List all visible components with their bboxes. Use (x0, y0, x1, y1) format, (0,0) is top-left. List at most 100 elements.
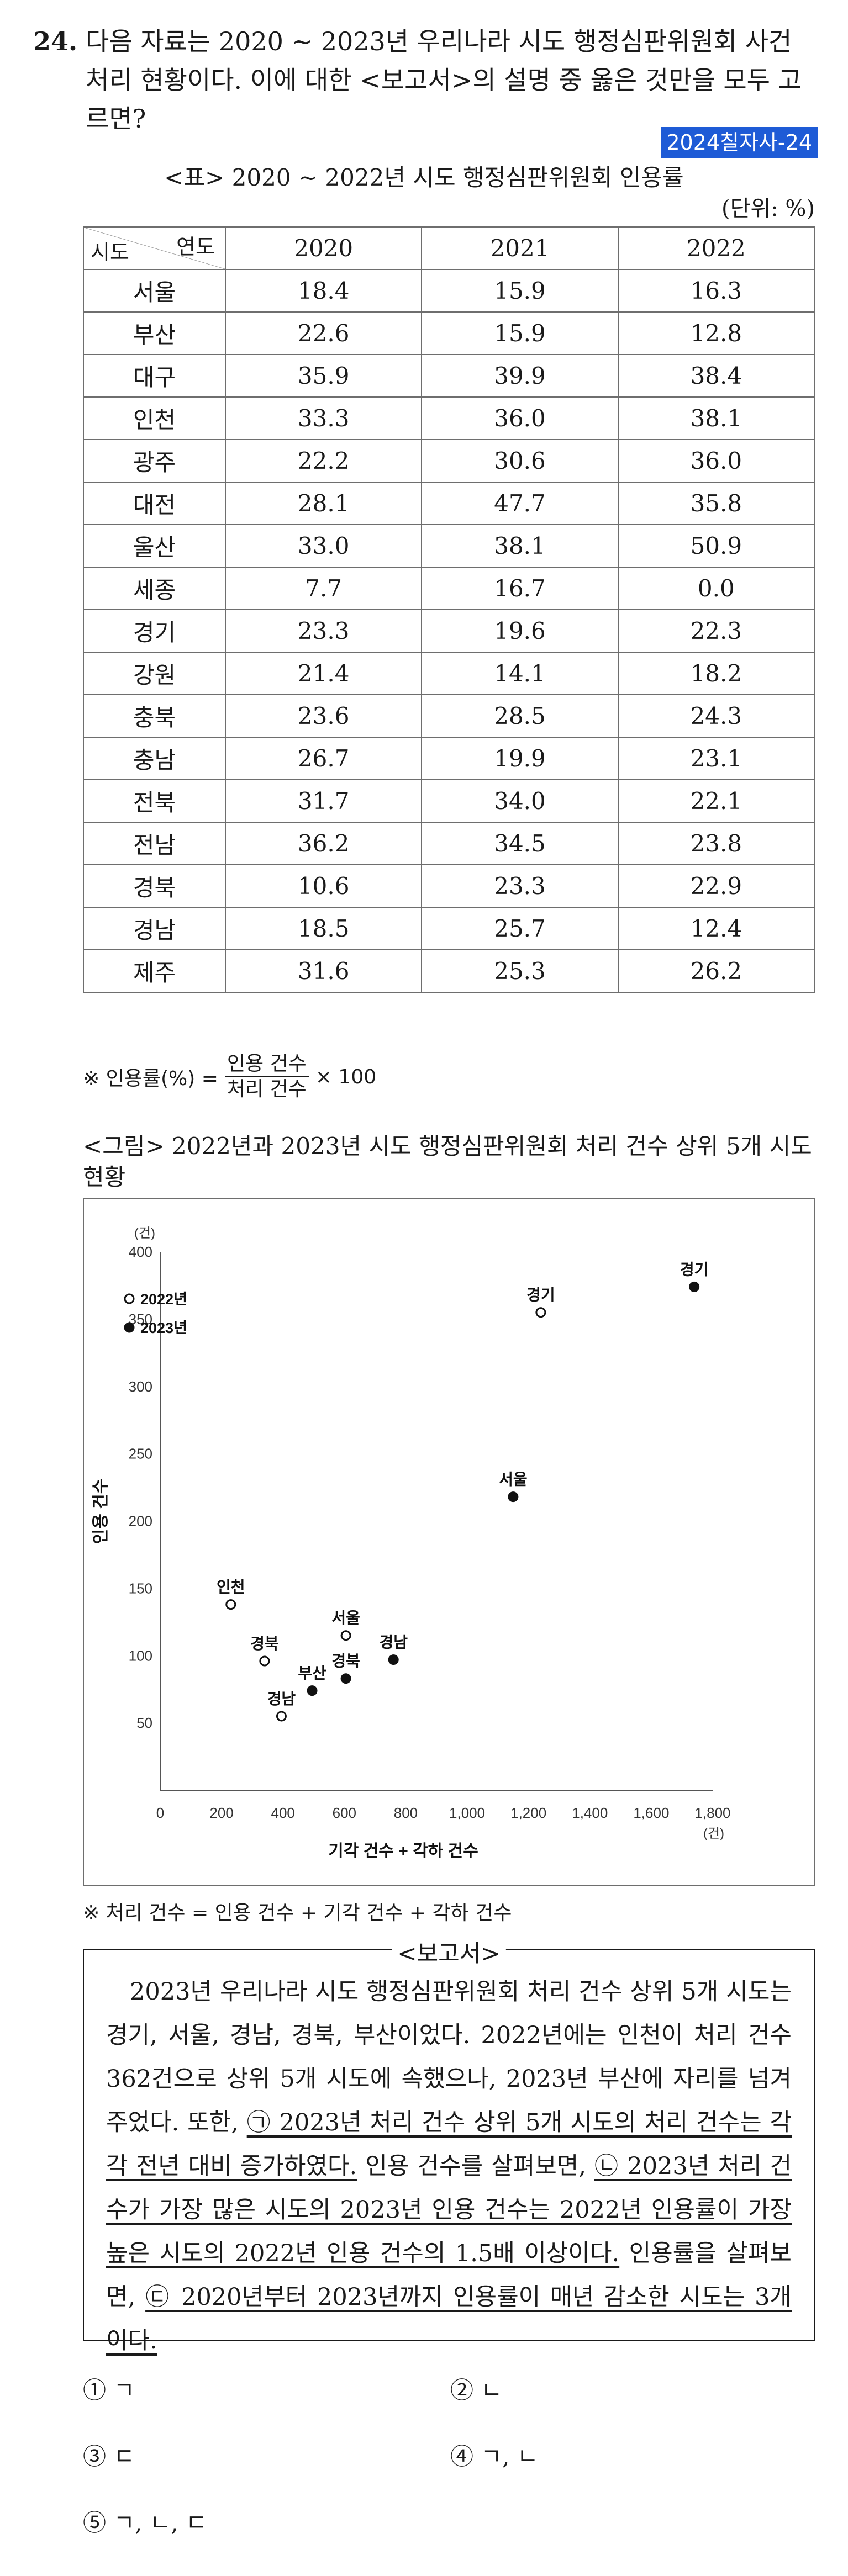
y-tick-label: 300 (129, 1378, 152, 1395)
rate-formula-note: ※ 인용률(%) = 인용 건수 처리 건수 × 100 (83, 1052, 376, 1102)
y-tick-label: 250 (129, 1446, 152, 1462)
x-tick-label: 1,200 (510, 1805, 546, 1821)
legend-label: 2022년 (140, 1291, 187, 1308)
year-header: 2020 (224, 226, 423, 270)
region-cell: 인천 (83, 396, 226, 440)
data-point (259, 1655, 270, 1667)
region-cell: 경북 (83, 864, 226, 908)
rate-cell: 31.7 (224, 779, 423, 823)
rate-cell: 23.3 (421, 864, 619, 908)
y-tick-label: 150 (129, 1580, 152, 1596)
data-point (388, 1654, 399, 1665)
table-row: 인천 33.3 36.0 38.1 (83, 396, 815, 440)
report-statement-a: ㉠ 2023년 처리 건수 상위 5개 시도의 처리 건수는 각각 전년 대비 … (106, 2109, 792, 2180)
region-cell: 강원 (83, 652, 226, 695)
rate-cell: 18.2 (617, 652, 815, 695)
x-tick-label: 1,600 (633, 1805, 669, 1821)
rate-cell: 26.7 (224, 737, 423, 780)
data-point-label: 부산 (298, 1665, 326, 1682)
choice-4[interactable]: ④ ㄱ, ㄴ (450, 2443, 539, 2470)
formula-fraction: 인용 건수 처리 건수 (224, 1052, 309, 1102)
region-cell: 대구 (83, 354, 226, 398)
source-tag: 2024칠자사-24 (661, 127, 818, 158)
region-cell: 대전 (83, 482, 226, 525)
rate-cell: 30.6 (421, 439, 619, 483)
data-point-label: 서울 (331, 1610, 360, 1627)
question-number: 24. (33, 27, 78, 56)
region-cell: 광주 (83, 439, 226, 483)
rate-cell: 18.4 (224, 269, 423, 313)
rate-cell: 38.1 (421, 524, 619, 568)
rate-cell: 38.4 (617, 354, 815, 398)
formula-suffix: × 100 (315, 1065, 377, 1088)
region-cell: 서울 (83, 269, 226, 313)
figure-note: ※ 처리 건수 = 인용 건수 + 기각 건수 + 각하 건수 (83, 1902, 512, 1924)
x-tick-label: 600 (333, 1805, 356, 1821)
table-corner-cell: 시도 연도 (83, 226, 226, 270)
data-point (508, 1491, 519, 1503)
rate-cell: 24.3 (617, 694, 815, 738)
rate-cell: 36.2 (224, 822, 423, 865)
choice-3[interactable]: ③ ㄷ (83, 2443, 135, 2470)
data-point (340, 1673, 351, 1684)
x-unit-label: (건) (703, 1826, 724, 1841)
rate-cell: 10.6 (224, 864, 423, 908)
data-point-label: 경북 (250, 1635, 279, 1652)
report-statement-c: ㉢ 2020년부터 2023년까지 인용률이 매년 감소한 시도는 3개이다. (106, 2283, 792, 2355)
table-row: 부산 22.6 15.9 12.8 (83, 311, 815, 355)
y-axis-title: 인용 건수 (92, 1479, 110, 1544)
figure-title: <그림> 2022년과 2023년 시도 행정심판위원회 처리 건수 상위 5개… (83, 1133, 812, 1191)
x-tick-label: 1,400 (572, 1805, 608, 1821)
rate-cell: 47.7 (421, 482, 619, 525)
y-tick-label: 50 (136, 1715, 152, 1731)
choice-2[interactable]: ② ㄴ (450, 2377, 502, 2404)
data-point-label: 인천 (217, 1579, 245, 1596)
y-tick-label: 400 (129, 1244, 152, 1260)
rate-cell: 7.7 (224, 567, 423, 610)
report-statement-b: ㉡ 2023년 처리 건수가 가장 많은 시도의 2023년 인용 건수는 20… (106, 2152, 792, 2267)
x-tick-label: 0 (156, 1805, 164, 1821)
data-point (276, 1711, 287, 1722)
rate-cell: 28.1 (224, 482, 423, 525)
year-header: 2022 (617, 226, 815, 270)
table-row: 경남 18.5 25.7 12.4 (83, 907, 815, 950)
corner-label-year: 연도 (176, 235, 215, 259)
rate-cell: 22.2 (224, 439, 423, 483)
y-unit-label: (건) (134, 1226, 155, 1241)
choice-5[interactable]: ⑤ ㄱ, ㄴ, ㄷ (83, 2509, 207, 2536)
rate-cell: 34.5 (421, 822, 619, 865)
table-row: 전북 31.7 34.0 22.1 (83, 779, 815, 823)
rate-cell: 31.6 (224, 949, 423, 993)
data-point (340, 1630, 351, 1641)
rate-cell: 25.3 (421, 949, 619, 993)
x-tick-label: 1,000 (449, 1805, 485, 1821)
table-row: 충남 26.7 19.9 23.1 (83, 737, 815, 780)
scatter-chart-frame: 0 200 400 600 800 1,000 1,200 1,400 1,600 1,800 50… (83, 1198, 815, 1886)
table-row: 울산 33.0 38.1 50.9 (83, 524, 815, 568)
data-point-label: 서울 (499, 1471, 528, 1488)
table-row: 광주 22.2 30.6 36.0 (83, 439, 815, 483)
data-point (307, 1685, 318, 1696)
table-row: 서울 18.4 15.9 16.3 (83, 269, 815, 313)
rate-cell: 35.8 (617, 482, 815, 525)
table-row: 경북 10.6 23.3 22.9 (83, 864, 815, 908)
rate-cell: 21.4 (224, 652, 423, 695)
rate-cell: 22.1 (617, 779, 815, 823)
region-cell: 울산 (83, 524, 226, 568)
rate-cell: 22.6 (224, 311, 423, 355)
rate-cell: 15.9 (421, 311, 619, 355)
table-row: 대구 35.9 39.9 38.4 (83, 354, 815, 398)
data-point-label: 경남 (379, 1634, 408, 1651)
corner-label-region: 시도 (91, 240, 129, 265)
choice-1[interactable]: ① ㄱ (83, 2377, 135, 2404)
region-cell: 충북 (83, 694, 226, 738)
rate-cell: 28.5 (421, 694, 619, 738)
scatter-chart: 0 200 400 600 800 1,000 1,200 1,400 1,600 1,800 50… (92, 1226, 731, 1860)
formula-numerator: 인용 건수 (224, 1052, 309, 1077)
report-body: 2023년 우리나라 시도 행정심판위원회 처리 건수 상위 5개 시도는 경기… (106, 1970, 792, 2363)
legend-label: 2023년 (140, 1320, 187, 1336)
legend-marker-filled (124, 1322, 135, 1333)
rate-cell: 23.3 (224, 609, 423, 653)
table-row: 제주 31.6 25.3 26.2 (83, 949, 815, 993)
data-point (535, 1307, 546, 1318)
